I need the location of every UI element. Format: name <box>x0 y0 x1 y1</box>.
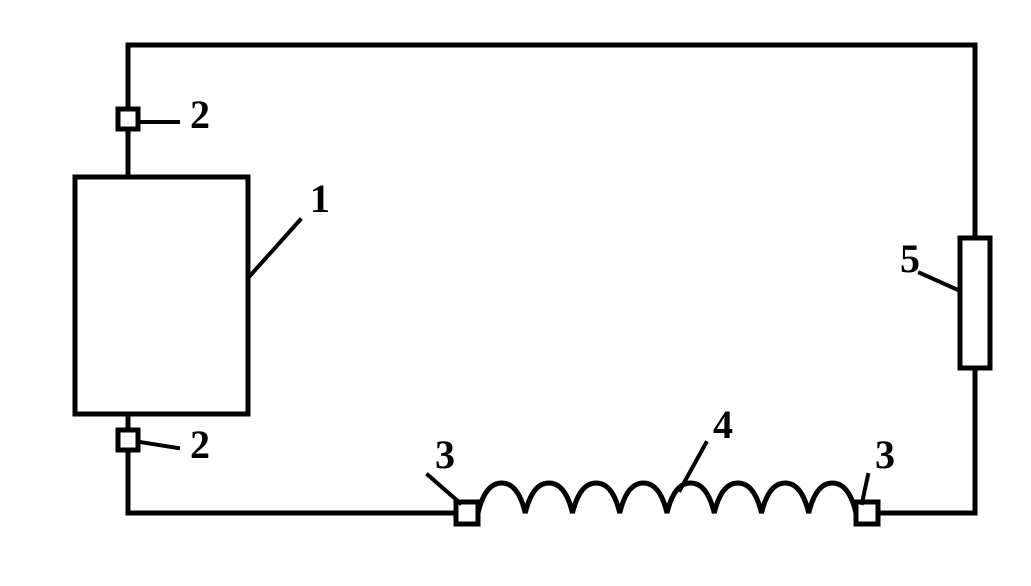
label-coil-l-sq: 3 <box>435 432 455 477</box>
leader-res <box>920 273 958 290</box>
leader-coil-l <box>428 475 460 503</box>
label-res: 5 <box>900 236 920 281</box>
leader-box <box>248 220 300 278</box>
label-box: 1 <box>310 176 330 221</box>
label-coil: 4 <box>713 402 733 447</box>
label-coil-r-sq: 3 <box>875 432 895 477</box>
leader-sq-bot <box>140 442 178 448</box>
component-box <box>75 177 248 414</box>
label-top-sq: 2 <box>190 92 210 137</box>
leader-coil-r <box>862 475 868 503</box>
terminal-bottom <box>118 430 138 450</box>
terminal-coil-left <box>456 502 478 524</box>
component-resistor <box>960 238 990 368</box>
terminal-top <box>118 109 138 129</box>
component-coil <box>478 483 856 513</box>
terminal-coil-right <box>856 502 878 524</box>
label-bot-sq: 2 <box>190 422 210 467</box>
